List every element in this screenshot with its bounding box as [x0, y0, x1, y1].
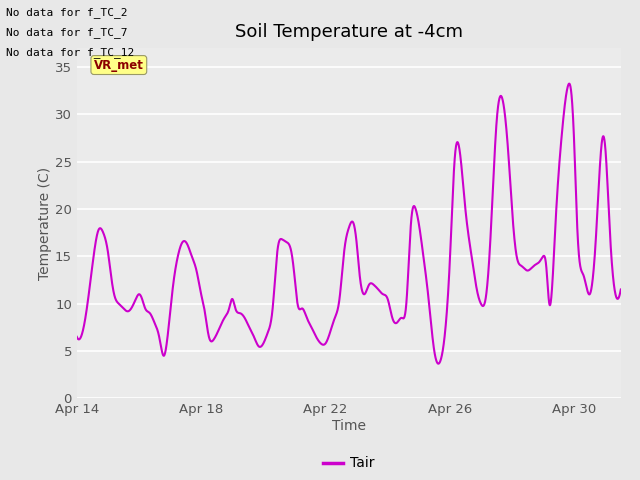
Legend: Tair: Tair — [317, 451, 381, 476]
Y-axis label: Temperature (C): Temperature (C) — [38, 167, 52, 280]
Text: No data for f_TC_2: No data for f_TC_2 — [6, 7, 128, 18]
X-axis label: Time: Time — [332, 419, 366, 433]
Text: No data for f_TC_12: No data for f_TC_12 — [6, 48, 134, 59]
Text: VR_met: VR_met — [94, 59, 144, 72]
Title: Soil Temperature at -4cm: Soil Temperature at -4cm — [235, 23, 463, 41]
Text: No data for f_TC_7: No data for f_TC_7 — [6, 27, 128, 38]
